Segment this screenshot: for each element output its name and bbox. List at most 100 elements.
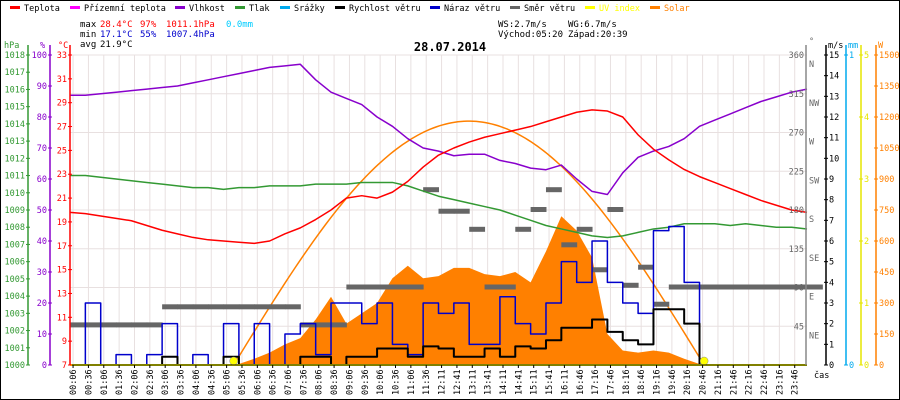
- direction-tick-label-90: 90: [794, 284, 804, 294]
- x-tick-label-18: 09:06: [345, 369, 355, 395]
- pressure-tick-label-1018: 1018: [5, 51, 25, 61]
- humidity-tick-label-90: 90: [37, 82, 47, 92]
- x-tick-label-26: 13:11: [468, 369, 478, 395]
- pressure-tick-label-1011: 1011: [5, 172, 25, 182]
- pressure-tick-label-1013: 1013: [5, 137, 25, 147]
- temperature-tick-label-33: 33: [57, 51, 67, 61]
- x-tick-label-1: 00:36: [84, 369, 94, 395]
- pressure-tick-label-1015: 1015: [5, 103, 25, 113]
- x-tick-label-17: 08:36: [330, 369, 340, 395]
- wind-direction-mark-1: [85, 322, 102, 328]
- solar-tick-label-900: 900: [879, 175, 894, 185]
- wind-direction-mark-38: [653, 301, 670, 307]
- wind-tick-label-8: 8: [829, 196, 834, 206]
- temperature-tick-label-21: 21: [57, 194, 67, 204]
- pressure-tick-label-1014: 1014: [5, 120, 25, 130]
- x-tick-label-9: 04:36: [207, 369, 217, 395]
- x-tick-label-25: 12:41: [453, 369, 463, 395]
- pressure-tick-label-1003: 1003: [5, 309, 25, 319]
- temperature-tick-label-13: 13: [57, 289, 67, 299]
- legend-swatch-0: [10, 6, 20, 9]
- wind-tick-label-7: 7: [829, 216, 834, 226]
- legend-swatch-3: [235, 6, 245, 9]
- pressure-tick-label-1001: 1001: [5, 344, 25, 354]
- solar-tick-label-1350: 1350: [879, 82, 899, 92]
- direction-name-NE: NE: [809, 331, 819, 341]
- wind-direction-mark-32: [561, 242, 578, 248]
- direction-axis-unit: °: [809, 37, 814, 47]
- sunset-marker: [699, 356, 709, 366]
- temperature-tick-label-31: 31: [57, 75, 67, 85]
- x-tick-label-43: 21:46: [729, 369, 739, 395]
- wind-direction-mark-40: [684, 284, 701, 290]
- solar-tick-label-600: 600: [879, 237, 894, 247]
- x-tick-label-19: 09:36: [361, 369, 371, 395]
- x-tick-label-47: 23:46: [791, 369, 801, 395]
- wind-axis-unit: m/s: [828, 41, 843, 51]
- humidity-tick-label-0: 0: [42, 361, 47, 371]
- wind-tick-label-6: 6: [829, 237, 834, 247]
- direction-tick-label-180: 180: [789, 206, 804, 216]
- stat-max-press: 1011.1hPa: [166, 20, 215, 30]
- wind-tick-label-14: 14: [829, 72, 839, 82]
- wind-direction-mark-34: [592, 267, 608, 273]
- temperature-tick-label-25: 25: [57, 146, 67, 156]
- x-tick-label-35: 17:46: [606, 369, 616, 395]
- legend-label-1: Přízemní teplota: [84, 4, 166, 14]
- wind-direction-mark-20: [377, 284, 393, 290]
- uv-tick-label-5: 5: [864, 51, 869, 61]
- x-tick-label-42: 21:16: [714, 369, 724, 395]
- direction-name-E: E: [809, 293, 814, 303]
- x-tick-label-40: 20:16: [683, 369, 693, 395]
- x-tick-label-10: 05:06: [223, 369, 233, 395]
- solar-theoretical-line: [233, 120, 705, 366]
- temperature-tick-label-7: 7: [62, 361, 67, 371]
- x-tick-label-34: 17:16: [591, 369, 601, 395]
- wind-direction-mark-5: [146, 322, 163, 328]
- x-tick-label-3: 01:36: [115, 369, 125, 395]
- chart-title: 28.07.2014: [414, 40, 486, 54]
- legend-swatch-7: [510, 6, 520, 9]
- solar-tick-label-300: 300: [879, 299, 894, 309]
- x-tick-label-4: 02:06: [130, 369, 140, 395]
- legend-swatch-6: [430, 6, 440, 9]
- wind-direction-mark-8: [192, 304, 209, 310]
- wind-tick-label-11: 11: [829, 134, 839, 144]
- humidity-tick-label-80: 80: [37, 113, 47, 123]
- x-tick-label-6: 03:06: [161, 369, 171, 395]
- uv-tick-label-3: 3: [864, 175, 869, 185]
- wind-direction-mark-10: [223, 304, 240, 310]
- temperature-tick-label-9: 9: [62, 337, 67, 347]
- wind-direction-mark-4: [131, 322, 148, 328]
- x-tick-label-21: 10:36: [392, 369, 402, 395]
- uv-tick-label-0: 0: [864, 361, 869, 371]
- legend-label-5: Rychlost větru: [349, 4, 421, 14]
- rain-tick-label-1: 1: [849, 51, 854, 61]
- wind-direction-mark-9: [208, 304, 225, 310]
- x-tick-label-44: 22:16: [745, 369, 755, 395]
- wind-direction-mark-41: [699, 284, 716, 290]
- solar-tick-label-150: 150: [879, 330, 894, 340]
- wind-direction-mark-44: [745, 284, 762, 290]
- stat-avg-label: avg: [80, 40, 96, 50]
- stat-wind-gust: WG:6.7m/s: [568, 20, 617, 30]
- wind-direction-mark-17: [331, 322, 347, 328]
- stat-rain: 0.0mm: [226, 20, 253, 30]
- x-tick-label-2: 01:06: [100, 369, 110, 395]
- wind-direction-mark-43: [730, 284, 747, 290]
- legend-swatch-9: [650, 6, 660, 9]
- pressure-line: [70, 174, 808, 239]
- x-tick-label-14: 07:06: [284, 369, 294, 395]
- wind-direction-mark-46: [776, 284, 793, 290]
- direction-tick-label-360: 360: [789, 51, 804, 61]
- pressure-tick-label-1005: 1005: [5, 275, 25, 285]
- wind-tick-label-2: 2: [829, 320, 834, 330]
- wind-direction-mark-15: [300, 322, 317, 328]
- x-tick-label-12: 06:06: [253, 369, 263, 395]
- legend-swatch-4: [280, 6, 290, 9]
- wind-direction-mark-18: [346, 284, 363, 290]
- x-tick-label-27: 13:41: [484, 369, 494, 395]
- wind-direction-mark-28: [499, 284, 516, 290]
- pressure-tick-label-1017: 1017: [5, 68, 25, 78]
- wind-tick-label-0: 0: [829, 361, 834, 371]
